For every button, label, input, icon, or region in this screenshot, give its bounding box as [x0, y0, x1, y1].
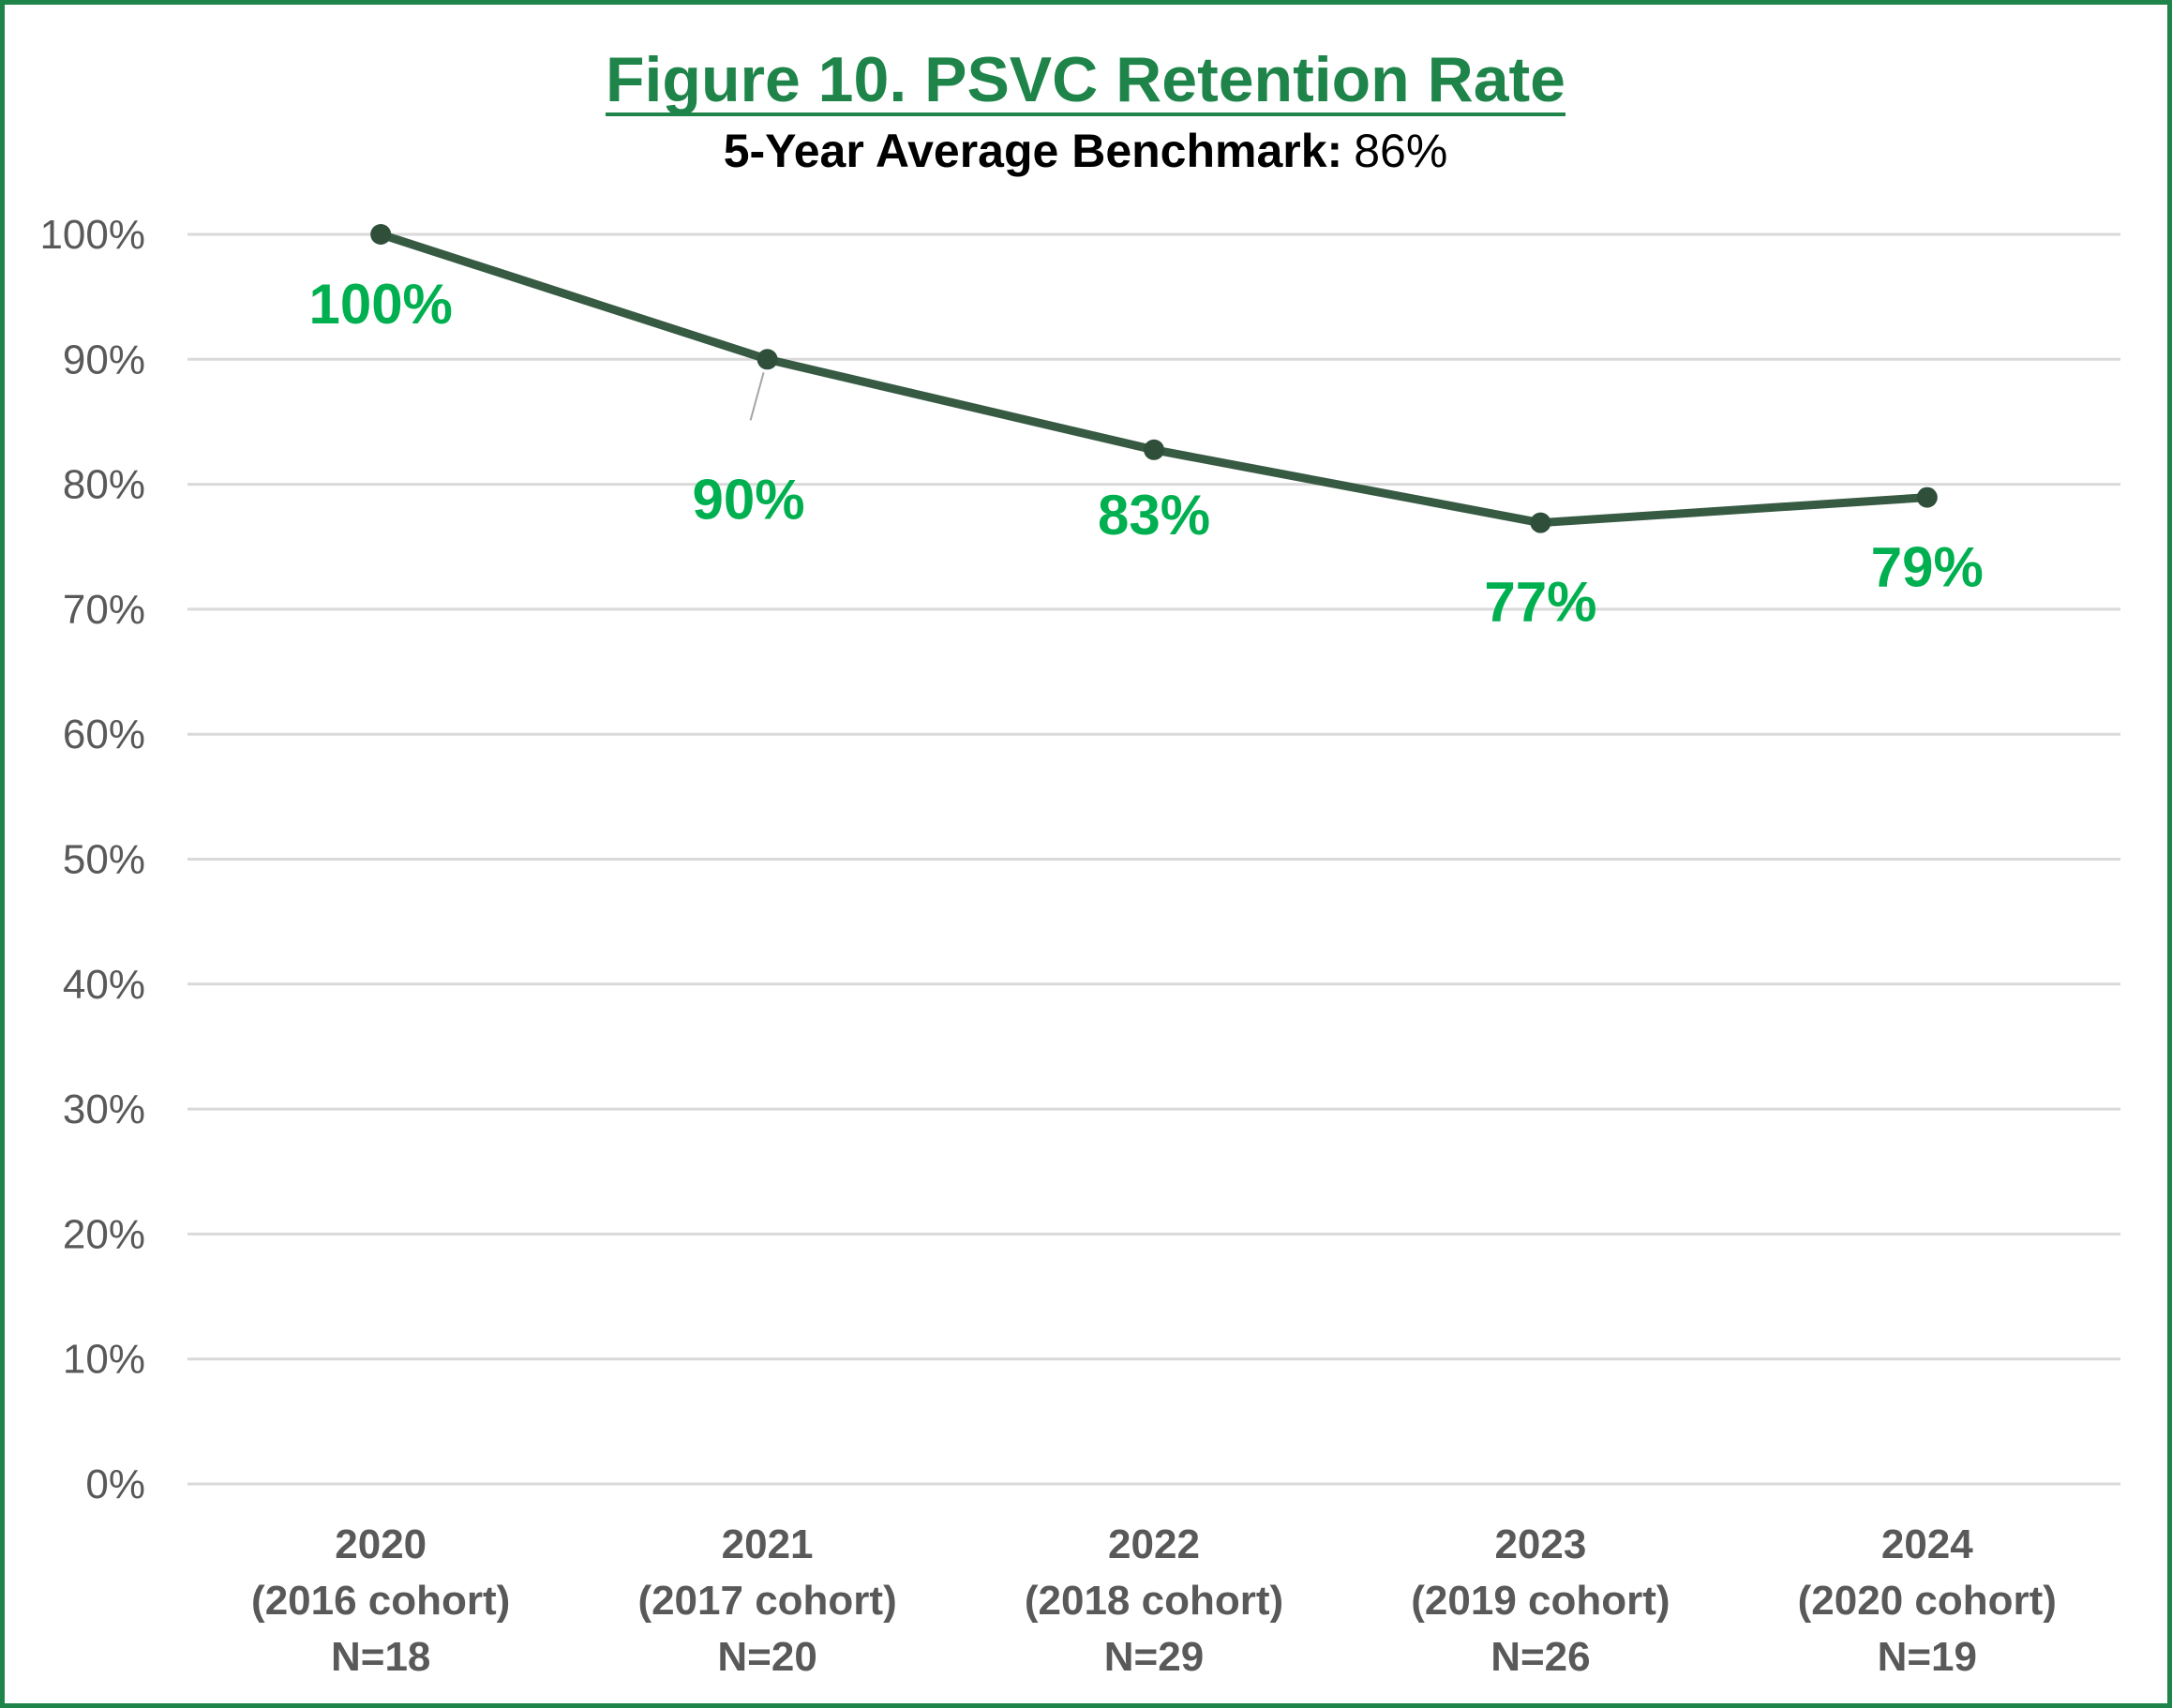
y-tick-label: 10%	[63, 1337, 145, 1383]
y-tick-label: 30%	[63, 1086, 145, 1132]
data-point-marker	[1144, 439, 1164, 460]
y-tick-label: 100%	[39, 212, 145, 258]
data-label: 79%	[1871, 536, 1984, 599]
series-retention-rate	[370, 224, 1938, 533]
data-point-marker	[1530, 512, 1551, 533]
x-axis-ticks: 2020 (2016 cohort) N=18 2021 (2017 cohort) N=…	[251, 1521, 2057, 1680]
x-tick-cohort: (2017 cohort)	[637, 1578, 896, 1624]
data-label: 90%	[693, 468, 805, 531]
x-tick-year: 2022	[1108, 1521, 1200, 1567]
y-tick-label: 70%	[63, 587, 145, 633]
x-tick-n: N=26	[1490, 1634, 1590, 1680]
chart-subtitle: 5-Year Average Benchmark: 86%	[724, 125, 1448, 177]
y-axis-ticks: 0% 10% 20% 30% 40% 50% 60% 70% 80% 90% 100%	[39, 212, 145, 1507]
y-tick-label: 20%	[63, 1211, 145, 1257]
x-tick-cohort: (2016 cohort)	[251, 1578, 510, 1624]
data-label: 77%	[1484, 571, 1596, 634]
y-tick-label: 90%	[63, 337, 145, 382]
x-tick-year: 2021	[722, 1521, 814, 1567]
data-point-marker	[756, 349, 778, 370]
leader-lines	[749, 372, 765, 421]
data-label: 100%	[308, 273, 452, 336]
data-point-marker	[1916, 487, 1938, 508]
y-tick-label: 40%	[63, 962, 145, 1008]
chart-title-group: Figure 10. PSVC Retention Rate 5-Year Av…	[606, 44, 1565, 177]
y-tick-label: 80%	[63, 462, 145, 508]
gridlines	[187, 232, 2120, 1486]
x-tick-n: N=29	[1104, 1634, 1204, 1680]
x-tick-n: N=20	[717, 1634, 816, 1680]
data-labels: 100% 90% 83% 77% 79%	[308, 273, 1983, 634]
y-tick-label: 0%	[85, 1461, 145, 1507]
series-line	[379, 230, 1928, 528]
y-tick-label: 50%	[63, 837, 145, 883]
x-tick-cohort: (2018 cohort)	[1025, 1578, 1283, 1624]
x-tick-year: 2023	[1494, 1521, 1586, 1567]
benchmark-value: 86%	[1354, 125, 1447, 177]
x-tick-year: 2024	[1881, 1521, 1973, 1567]
x-tick-cohort: (2020 cohort)	[1798, 1578, 2057, 1624]
y-tick-label: 60%	[63, 712, 145, 757]
x-tick-year: 2020	[335, 1521, 427, 1567]
x-tick-n: N=18	[331, 1634, 430, 1680]
x-tick-cohort: (2019 cohort)	[1411, 1578, 1670, 1624]
x-tick-n: N=19	[1878, 1634, 1977, 1680]
data-point-marker	[370, 224, 392, 245]
data-label: 83%	[1098, 484, 1210, 547]
chart-title: Figure 10. PSVC Retention Rate	[606, 44, 1565, 115]
data-label-leader-line	[749, 372, 765, 421]
benchmark-label: 5-Year Average Benchmark:	[724, 125, 1343, 177]
